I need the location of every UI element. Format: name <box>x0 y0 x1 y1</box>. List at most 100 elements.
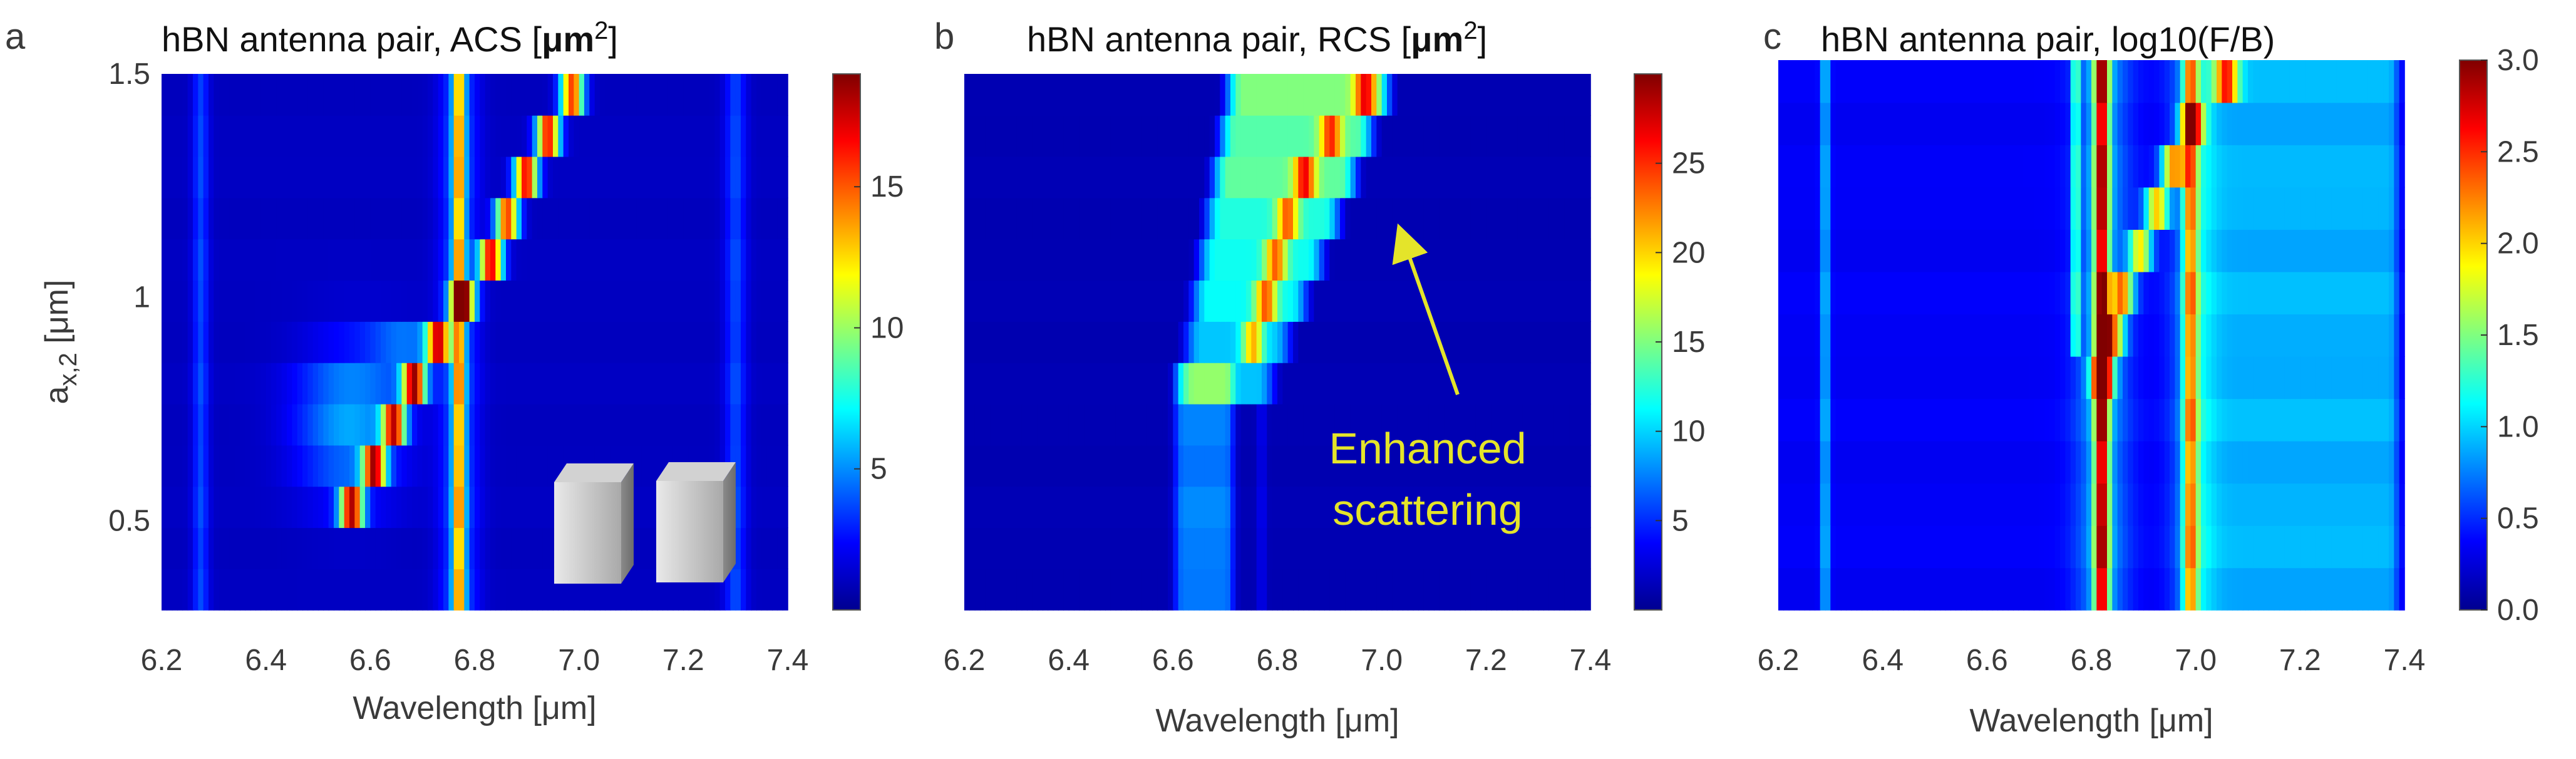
heatmap-cell <box>1168 362 1174 405</box>
heatmap-cell <box>1783 356 1790 400</box>
heatmap-cell <box>2389 187 2395 230</box>
heatmap-cell <box>2175 398 2181 441</box>
heatmap-cell <box>1126 197 1132 240</box>
heatmap-cell <box>1553 486 1560 529</box>
heatmap-cell <box>511 403 517 446</box>
heatmap-cell <box>2295 356 2301 400</box>
heatmap-cell <box>401 239 408 281</box>
heatmap-cell <box>537 321 544 363</box>
heatmap-cell <box>187 239 193 281</box>
heatmap-cell <box>1955 314 1962 357</box>
heatmap-cell <box>1841 567 1847 611</box>
heatmap-cell <box>1439 403 1445 446</box>
heatmap-cell <box>2248 102 2254 145</box>
heatmap-cell <box>1366 445 1372 487</box>
heatmap-cell <box>694 115 700 157</box>
heatmap-cell <box>1945 60 1951 103</box>
heatmap-cell <box>1992 145 1998 188</box>
heatmap-cell <box>2143 356 2150 400</box>
heatmap-cell <box>1924 271 1930 315</box>
heatmap-cell <box>1058 362 1064 405</box>
heatmap-cell <box>2378 567 2384 611</box>
heatmap-cell <box>2133 271 2139 315</box>
heatmap-cell <box>1799 145 1805 188</box>
heatmap-cell <box>1945 356 1951 400</box>
heatmap-cell <box>777 280 783 322</box>
heatmap-cell <box>271 445 277 487</box>
heatmap-cell <box>177 321 183 363</box>
heatmap-cell <box>1376 321 1383 363</box>
heatmap-cell <box>1893 525 1899 569</box>
heatmap-cell <box>177 486 183 529</box>
heatmap-cell <box>2007 567 2014 611</box>
heatmap-cell <box>1230 445 1237 487</box>
heatmap-cell <box>1783 271 1790 315</box>
heatmap-cell <box>1340 321 1346 363</box>
heatmap-cell <box>1580 280 1586 322</box>
heatmap-cell <box>1825 356 1832 400</box>
heatmap-cell <box>746 569 752 611</box>
heatmap-cell <box>271 280 277 322</box>
heatmap-cell <box>1862 567 1868 611</box>
heatmap-cell <box>1528 115 1534 157</box>
heatmap-cell <box>1851 145 1857 188</box>
heatmap-cell <box>1486 321 1492 363</box>
heatmap-cell <box>547 321 554 363</box>
heatmap-cell <box>1146 362 1153 405</box>
heatmap-cell <box>2170 483 2176 526</box>
heatmap-cell <box>2133 440 2139 484</box>
heatmap-cell <box>453 239 460 281</box>
heatmap-cell <box>1027 321 1033 363</box>
heatmap-cell <box>2060 145 2066 188</box>
heatmap-cell <box>485 486 491 529</box>
heatmap-cell <box>1533 569 1539 611</box>
heatmap-cell <box>1553 197 1560 240</box>
heatmap-cell <box>1408 156 1414 199</box>
heatmap-cell <box>1945 440 1951 484</box>
heatmap-cell <box>203 527 209 569</box>
heatmap-cell <box>980 115 986 157</box>
heatmap-cell <box>1846 483 1852 526</box>
heatmap-cell <box>589 115 595 157</box>
heatmap-cell <box>1470 403 1476 446</box>
heatmap-cell <box>1011 156 1018 199</box>
heatmap-cell <box>1193 569 1200 611</box>
heatmap-cell <box>1021 445 1028 487</box>
heatmap-cell <box>1356 403 1362 446</box>
heatmap-cell <box>1835 60 1842 103</box>
heatmap-cell <box>1037 280 1043 322</box>
heatmap-cell <box>1256 445 1262 487</box>
heatmap-cell <box>344 156 350 199</box>
heatmap-cell <box>349 486 356 529</box>
heatmap-cell <box>2264 60 2270 103</box>
heatmap-cell <box>2091 440 2098 484</box>
heatmap-cell <box>1152 239 1158 281</box>
heatmap-cell <box>2148 525 2155 569</box>
heatmap-cell <box>1888 356 1894 400</box>
heatmap-cell <box>746 74 752 116</box>
heatmap-cell <box>1256 115 1262 157</box>
heatmap-cell <box>2018 102 2024 145</box>
heatmap-cell <box>2164 356 2170 400</box>
heatmap-cell <box>990 527 996 569</box>
heatmap-cell <box>1945 102 1951 145</box>
heatmap-cell <box>980 445 986 487</box>
heatmap-cell <box>203 486 209 529</box>
heatmap-cell <box>1825 229 1832 272</box>
heatmap-cell <box>1126 527 1132 569</box>
heatmap-cell <box>1935 356 1941 400</box>
heatmap-cell <box>1491 362 1497 405</box>
heatmap-cell <box>1209 527 1215 569</box>
heatmap-cell <box>990 445 996 487</box>
heatmap-cell <box>2279 440 2285 484</box>
heatmap-cell <box>312 115 319 157</box>
heatmap-cell <box>312 362 319 405</box>
heatmap-cell <box>412 156 418 199</box>
heatmap-cell <box>704 321 710 363</box>
heatmap-cell <box>312 280 319 322</box>
heatmap-cell <box>2378 525 2384 569</box>
heatmap-cell <box>2342 102 2348 145</box>
heatmap-cell <box>1888 314 1894 357</box>
heatmap-cell <box>616 280 622 322</box>
heatmap-cell <box>1528 74 1534 116</box>
